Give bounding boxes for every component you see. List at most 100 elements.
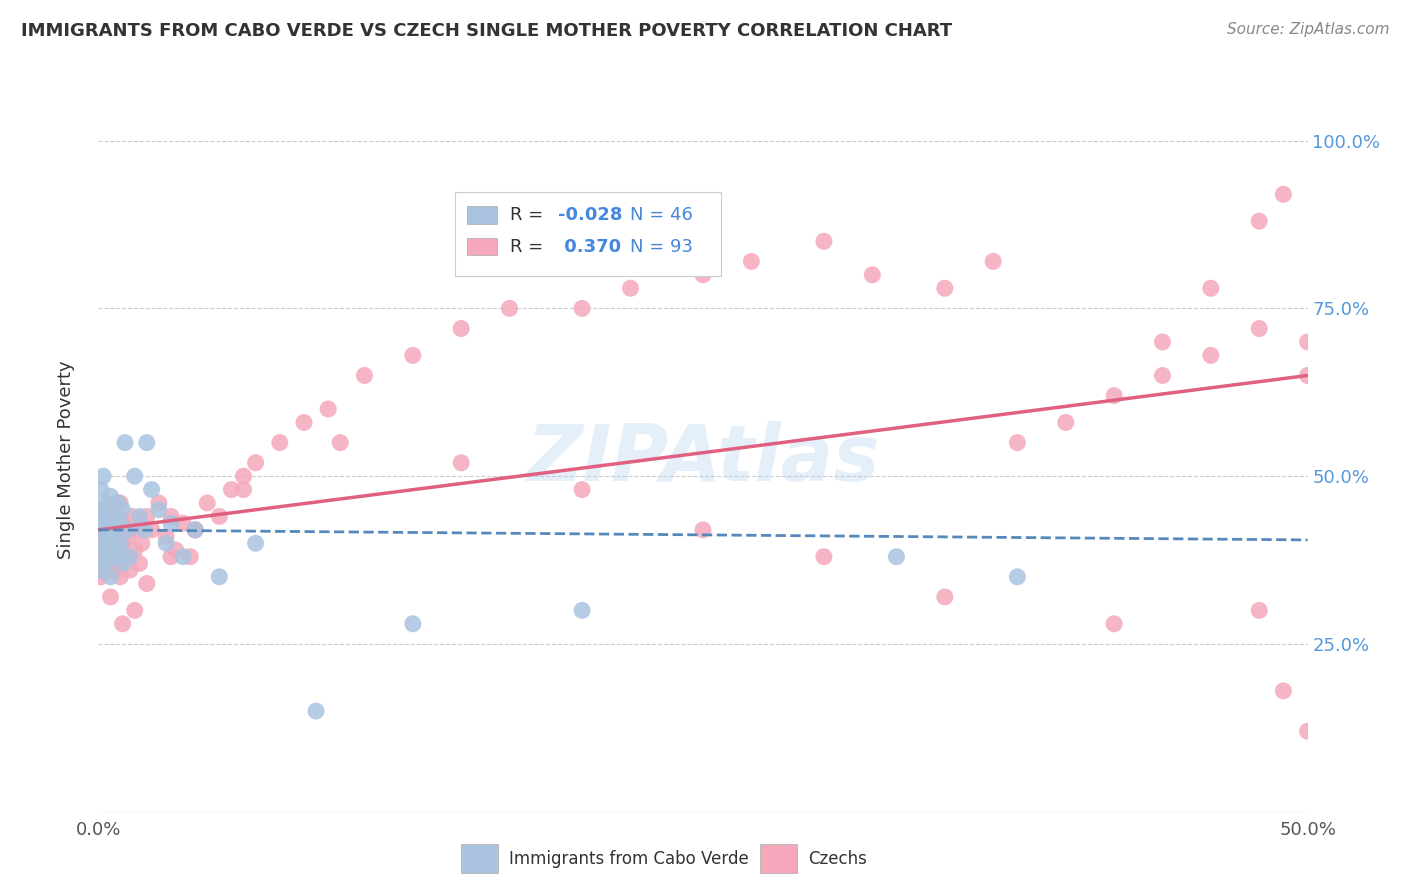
Point — [117, 530, 139, 544]
Point — [1102, 616, 1125, 631]
Point — [90, 563, 112, 577]
Bar — [467, 206, 498, 224]
Point — [813, 234, 835, 248]
Point — [107, 496, 129, 510]
Point — [141, 523, 163, 537]
Point — [118, 549, 141, 564]
Bar — [467, 238, 498, 255]
Point — [97, 543, 120, 558]
Point — [135, 509, 157, 524]
Point — [402, 616, 425, 631]
Point — [886, 549, 908, 564]
Point — [184, 523, 207, 537]
Point — [90, 483, 112, 497]
Point — [104, 563, 127, 577]
Point — [97, 530, 120, 544]
Point — [195, 496, 218, 510]
Y-axis label: Single Mother Poverty: Single Mother Poverty — [56, 360, 75, 558]
Point — [101, 516, 124, 530]
Point — [160, 549, 183, 564]
Text: -0.028: -0.028 — [558, 206, 623, 224]
Point — [114, 435, 136, 450]
Point — [619, 281, 641, 295]
Point — [160, 516, 183, 530]
FancyBboxPatch shape — [759, 844, 797, 873]
Point — [111, 536, 134, 550]
Point — [172, 549, 194, 564]
Point — [860, 268, 883, 282]
Point — [91, 536, 114, 550]
Point — [141, 483, 163, 497]
Point — [104, 509, 127, 524]
Point — [111, 616, 134, 631]
Text: 0.370: 0.370 — [558, 237, 621, 256]
Point — [329, 435, 352, 450]
Point — [108, 536, 131, 550]
Point — [124, 603, 146, 617]
Point — [131, 536, 153, 550]
Point — [232, 469, 254, 483]
Point — [1296, 368, 1319, 383]
Bar — [456, 192, 721, 277]
Point — [128, 509, 150, 524]
Point — [91, 516, 114, 530]
Text: Czechs: Czechs — [808, 849, 866, 868]
Point — [104, 509, 127, 524]
Point — [90, 570, 112, 584]
Point — [1102, 389, 1125, 403]
Point — [292, 416, 315, 430]
Point — [498, 301, 520, 316]
Point — [1249, 214, 1271, 228]
Point — [1152, 368, 1174, 383]
Point — [94, 557, 117, 571]
Point — [90, 502, 112, 516]
Point — [100, 549, 122, 564]
Point — [981, 254, 1004, 268]
Point — [148, 502, 170, 516]
Point — [692, 523, 714, 537]
Point — [1296, 724, 1319, 739]
Point — [104, 530, 127, 544]
Point — [1272, 684, 1295, 698]
Point — [91, 469, 114, 483]
Point — [1152, 334, 1174, 349]
Point — [148, 496, 170, 510]
Point — [571, 603, 593, 617]
Point — [108, 570, 131, 584]
Point — [94, 496, 117, 510]
Point — [91, 523, 114, 537]
Text: Immigrants from Cabo Verde: Immigrants from Cabo Verde — [509, 849, 748, 868]
Point — [232, 483, 254, 497]
Point — [108, 496, 131, 510]
Point — [1272, 187, 1295, 202]
Point — [111, 516, 134, 530]
Point — [172, 516, 194, 530]
Point — [100, 570, 122, 584]
Point — [1054, 416, 1077, 430]
Point — [94, 530, 117, 544]
Point — [1199, 348, 1222, 362]
Point — [97, 516, 120, 530]
Point — [305, 704, 328, 718]
Text: R =: R = — [509, 206, 548, 224]
Point — [160, 509, 183, 524]
Point — [118, 563, 141, 577]
Point — [316, 402, 339, 417]
Point — [117, 523, 139, 537]
Point — [934, 281, 956, 295]
Point — [692, 268, 714, 282]
Point — [107, 549, 129, 564]
Point — [1007, 570, 1029, 584]
Point — [165, 543, 187, 558]
Point — [135, 435, 157, 450]
Point — [269, 435, 291, 450]
Point — [94, 557, 117, 571]
Point — [111, 557, 134, 571]
Point — [121, 509, 143, 524]
Point — [402, 348, 425, 362]
Point — [450, 456, 472, 470]
Point — [101, 557, 124, 571]
Point — [450, 321, 472, 335]
Text: ZIPAtlas: ZIPAtlas — [526, 421, 880, 498]
Point — [100, 530, 122, 544]
